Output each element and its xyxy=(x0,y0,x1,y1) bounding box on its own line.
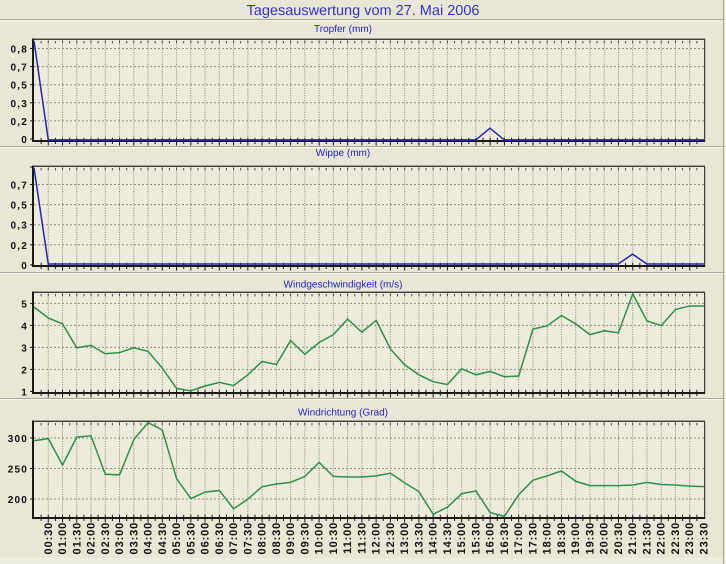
svg-text:3: 3 xyxy=(21,343,28,354)
svg-text:0: 0 xyxy=(21,261,28,272)
svg-text:2: 2 xyxy=(21,365,28,376)
svg-text:05:30: 05:30 xyxy=(185,522,197,555)
svg-text:15:30: 15:30 xyxy=(470,522,482,555)
svg-text:01:30: 01:30 xyxy=(71,522,83,555)
svg-text:03:00: 03:00 xyxy=(114,522,126,555)
svg-text:Windgeschwindigkeit (m/s): Windgeschwindigkeit (m/s) xyxy=(284,280,403,291)
svg-text:200: 200 xyxy=(8,495,28,506)
svg-text:20:30: 20:30 xyxy=(613,522,625,555)
svg-text:13:30: 13:30 xyxy=(413,522,425,555)
svg-text:0,2: 0,2 xyxy=(10,241,28,252)
svg-text:06:00: 06:00 xyxy=(200,522,212,555)
svg-text:00:30: 00:30 xyxy=(43,522,55,555)
svg-text:03:30: 03:30 xyxy=(128,522,140,555)
svg-text:0,5: 0,5 xyxy=(10,201,28,212)
svg-text:12:00: 12:00 xyxy=(371,522,383,555)
svg-text:11:30: 11:30 xyxy=(356,522,368,554)
svg-text:08:00: 08:00 xyxy=(257,522,269,555)
svg-text:08:30: 08:30 xyxy=(271,522,283,555)
svg-text:11:00: 11:00 xyxy=(342,522,354,554)
svg-text:0,7: 0,7 xyxy=(10,181,28,192)
svg-text:15:00: 15:00 xyxy=(456,522,468,555)
svg-text:1: 1 xyxy=(21,387,28,398)
svg-text:250: 250 xyxy=(8,465,28,476)
svg-text:09:30: 09:30 xyxy=(299,522,311,555)
svg-text:Windrichtung (Grad): Windrichtung (Grad) xyxy=(298,408,388,419)
svg-text:14:30: 14:30 xyxy=(442,522,454,555)
svg-text:18:00: 18:00 xyxy=(542,522,554,555)
svg-text:300: 300 xyxy=(8,434,28,445)
svg-text:05:00: 05:00 xyxy=(171,522,183,555)
svg-text:0,3: 0,3 xyxy=(10,99,28,110)
svg-text:0,3: 0,3 xyxy=(10,221,28,232)
svg-text:16:30: 16:30 xyxy=(499,522,511,555)
svg-text:10:00: 10:00 xyxy=(314,522,326,555)
svg-text:17:00: 17:00 xyxy=(513,522,525,555)
svg-text:Tagesauswertung vom 27. Mai 20: Tagesauswertung vom 27. Mai 2006 xyxy=(247,3,480,19)
svg-text:Wippe (mm): Wippe (mm) xyxy=(316,148,370,159)
svg-text:06:30: 06:30 xyxy=(214,522,226,555)
svg-text:19:00: 19:00 xyxy=(570,522,582,555)
svg-text:02:00: 02:00 xyxy=(86,522,98,555)
svg-text:0,7: 0,7 xyxy=(10,63,28,74)
svg-text:5: 5 xyxy=(21,299,28,310)
svg-text:04:00: 04:00 xyxy=(143,522,155,555)
svg-text:09:00: 09:00 xyxy=(285,522,297,555)
svg-text:20:00: 20:00 xyxy=(599,522,611,555)
svg-text:16:00: 16:00 xyxy=(485,522,497,555)
svg-text:10:30: 10:30 xyxy=(328,522,340,555)
svg-text:23:00: 23:00 xyxy=(684,522,696,555)
svg-text:Tropfer (mm): Tropfer (mm) xyxy=(314,24,372,35)
svg-text:13:00: 13:00 xyxy=(399,522,411,555)
svg-text:4: 4 xyxy=(21,321,28,332)
svg-text:07:30: 07:30 xyxy=(242,522,254,555)
svg-text:21:30: 21:30 xyxy=(641,522,653,555)
svg-text:23:30: 23:30 xyxy=(699,522,711,555)
svg-text:0: 0 xyxy=(21,135,28,146)
svg-text:0,8: 0,8 xyxy=(10,45,28,56)
svg-text:19:30: 19:30 xyxy=(584,522,596,555)
svg-text:0,5: 0,5 xyxy=(10,81,28,92)
svg-text:01:00: 01:00 xyxy=(57,522,69,555)
svg-text:22:00: 22:00 xyxy=(656,522,668,555)
svg-text:14:00: 14:00 xyxy=(428,522,440,555)
svg-text:12:30: 12:30 xyxy=(385,522,397,555)
svg-text:17:30: 17:30 xyxy=(527,522,539,555)
svg-text:22:30: 22:30 xyxy=(670,522,682,555)
svg-text:0,2: 0,2 xyxy=(10,117,28,128)
svg-text:21:00: 21:00 xyxy=(627,522,639,555)
svg-text:18:30: 18:30 xyxy=(556,522,568,555)
svg-text:02:30: 02:30 xyxy=(100,522,112,555)
svg-text:04:30: 04:30 xyxy=(157,522,169,555)
svg-text:07:00: 07:00 xyxy=(228,522,240,555)
